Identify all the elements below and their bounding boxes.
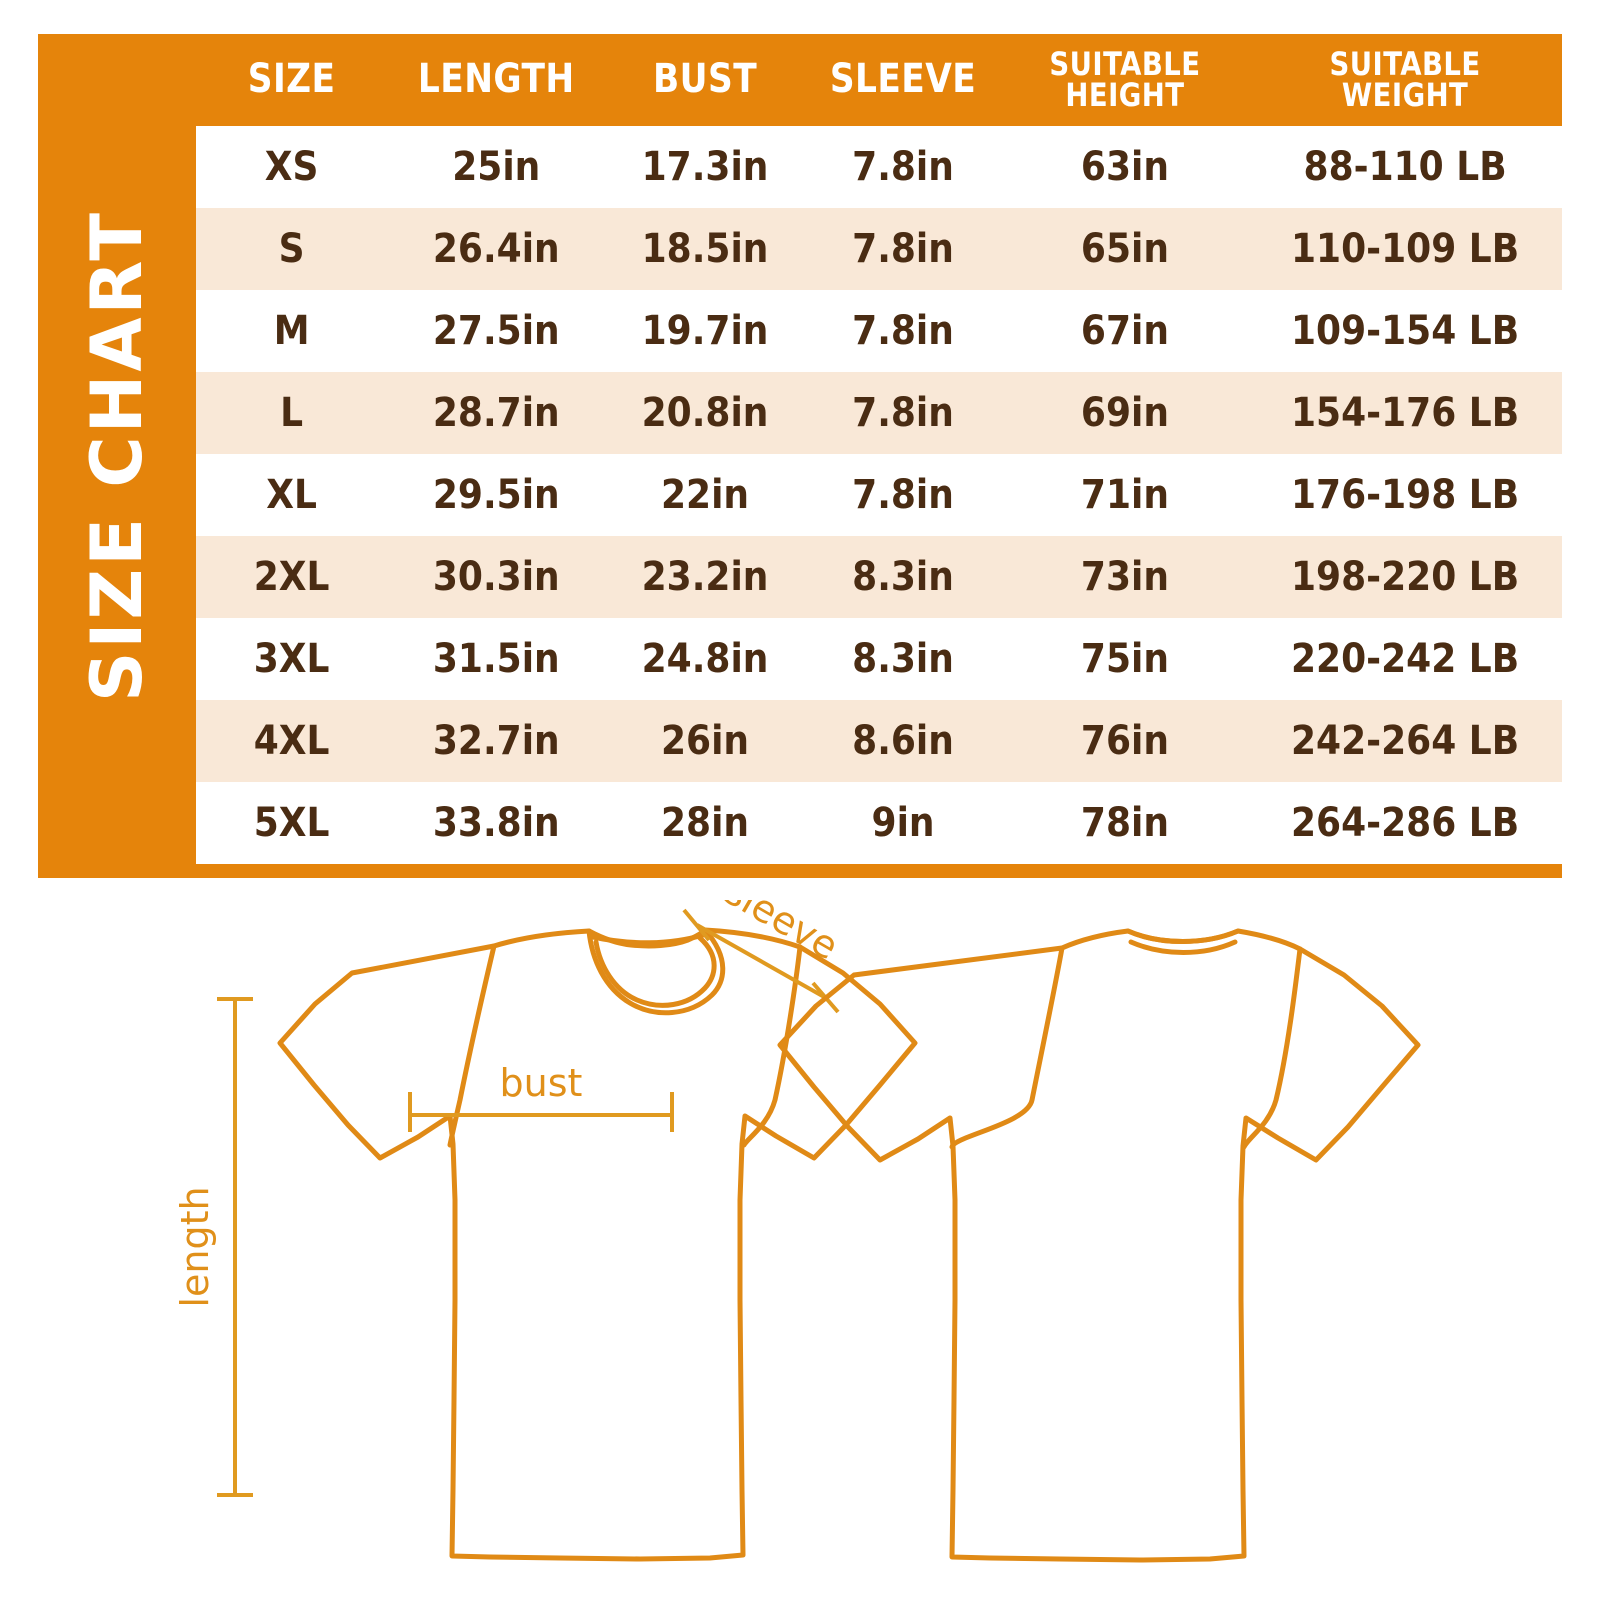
cell-height: 69in [1080,390,1169,436]
cell-height: 75in [1080,636,1169,682]
cell-bust: 20.8in [641,390,769,436]
cell-height: 67in [1080,308,1169,354]
cell-size: S [278,226,305,272]
cell-bust: 22in [660,472,749,518]
cell-height: 63in [1080,144,1169,190]
size-chart-sidebar: SIZE CHART [38,34,196,878]
cell-length: 27.5in [433,308,560,354]
cell-sleeve: 7.8in [851,472,954,518]
table-row: 4XL 32.7in 26in 8.6in 76in 242-264 LB [196,700,1562,782]
cell-weight: 88-110 LB [1303,144,1507,190]
cell-size: L [280,390,304,436]
cell-size: 5XL [253,800,330,846]
cell-length: 25in [452,144,541,190]
cell-sleeve: 8.3in [851,554,954,600]
tshirt-back-view [777,928,1421,1563]
cell-weight: 110-109 LB [1290,226,1519,272]
cell-height: 78in [1080,800,1169,846]
cell-height: 76in [1080,718,1169,764]
table-row: M 27.5in 19.7in 7.8in 67in 109-154 LB [196,290,1562,372]
column-header-sleeve: SLEEVE [818,34,988,126]
cell-weight: 176-198 LB [1290,472,1519,518]
size-chart-block: SIZE CHART SIZE LENGTH BUST SLEEVE SUITA… [38,34,1562,878]
cell-weight: 264-286 LB [1290,800,1519,846]
column-header-bust: BUST [620,34,790,126]
column-header-suitable-weight-line1: SUITABLE [1329,44,1481,83]
tshirt-front-view [277,927,918,1562]
cell-bust: 18.5in [641,226,769,272]
cell-height: 73in [1080,554,1169,600]
length-label: length [173,1186,217,1307]
cell-bust: 23.2in [641,554,769,600]
column-header-size: SIZE [209,34,373,126]
bust-dimension [408,1092,674,1132]
cell-sleeve: 7.8in [851,226,954,272]
cell-size: M [273,308,310,354]
column-header-bust-line1: BUST [652,56,757,103]
column-header-suitable-height-line1: SUITABLE [1049,44,1201,83]
column-header-length-line1: LENGTH [418,56,575,103]
cell-size: 3XL [253,636,330,682]
table-row: L 28.7in 20.8in 7.8in 69in 154-176 LB [196,372,1562,454]
cell-size: XL [266,472,317,518]
cell-height: 71in [1080,472,1169,518]
cell-size: 4XL [253,718,330,764]
cell-sleeve: 7.8in [851,390,954,436]
cell-length: 29.5in [433,472,560,518]
cell-height: 65in [1080,226,1169,272]
size-chart-title: SIZE CHART [76,209,159,703]
cell-length: 30.3in [433,554,560,600]
cell-bust: 17.3in [641,144,769,190]
cell-bust: 24.8in [641,636,769,682]
cell-bust: 19.7in [641,308,769,354]
cell-weight: 220-242 LB [1290,636,1519,682]
cell-sleeve: 8.3in [851,636,954,682]
cell-length: 28.7in [433,390,560,436]
cell-size: 2XL [253,554,330,600]
cell-bust: 28in [660,800,749,846]
column-header-length: LENGTH [403,34,591,126]
table-row: S 26.4in 18.5in 7.8in 65in 110-109 LB [196,208,1562,290]
tshirt-diagram: length bust sleeve [0,900,1600,1600]
table-row: XS 25in 17.3in 7.8in 63in 88-110 LB [196,126,1562,208]
length-dimension [217,997,253,1497]
cell-sleeve: 7.8in [851,308,954,354]
table-bottom-strip [196,872,1562,878]
column-header-size-line1: SIZE [247,56,336,103]
cell-sleeve: 7.8in [851,144,954,190]
table-row: 3XL 31.5in 24.8in 8.3in 75in 220-242 LB [196,618,1562,700]
cell-bust: 26in [660,718,749,764]
cell-length: 33.8in [433,800,560,846]
column-header-sleeve-line1: SLEEVE [829,56,977,103]
table-row: XL 29.5in 22in 7.8in 71in 176-198 LB [196,454,1562,536]
cell-weight: 242-264 LB [1290,718,1519,764]
column-header-suitable-height: SUITABLE HEIGHT [1019,34,1230,126]
cell-weight: 109-154 LB [1290,308,1519,354]
bust-label: bust [500,1061,583,1105]
cell-sleeve: 8.6in [851,718,954,764]
size-chart-table: SIZE LENGTH BUST SLEEVE SUITABLE HEIGHT … [196,34,1562,878]
cell-length: 26.4in [433,226,560,272]
cell-length: 32.7in [433,718,560,764]
column-header-suitable-height-line2: HEIGHT [1065,76,1185,114]
column-header-suitable-weight: SUITABLE WEIGHT [1270,34,1540,126]
table-header-row: SIZE LENGTH BUST SLEEVE SUITABLE HEIGHT … [196,34,1562,126]
column-header-suitable-weight-line2: WEIGHT [1341,76,1469,114]
cell-size: XS [264,144,319,190]
cell-length: 31.5in [433,636,560,682]
table-row: 2XL 30.3in 23.2in 8.3in 73in 198-220 LB [196,536,1562,618]
cell-sleeve: 9in [871,800,935,846]
cell-weight: 154-176 LB [1290,390,1519,436]
table-row: 5XL 33.8in 28in 9in 78in 264-286 LB [196,782,1562,864]
cell-weight: 198-220 LB [1290,554,1519,600]
